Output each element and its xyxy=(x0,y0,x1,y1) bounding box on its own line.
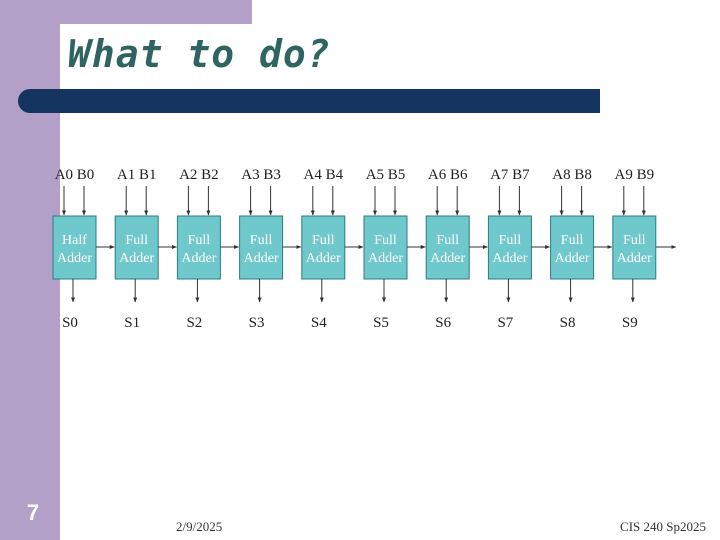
top-accent-band xyxy=(0,0,252,24)
adder-type-label: Full xyxy=(250,233,273,248)
adder-input-label: A5 B5 xyxy=(366,167,406,183)
adder-name-label: Adder xyxy=(617,251,652,266)
adder-name-label: Adder xyxy=(119,251,154,266)
sum-output-label: S7 xyxy=(497,315,513,331)
adder-input-label: A4 B4 xyxy=(304,167,344,183)
adder-input-label: A7 B7 xyxy=(490,167,530,183)
adder-box xyxy=(176,215,221,280)
adder-type-label: Full xyxy=(374,233,397,248)
adder-box xyxy=(550,215,595,280)
sum-output-label: S8 xyxy=(560,315,576,331)
sum-output-label: S4 xyxy=(311,315,327,331)
adder-input-label: A3 B3 xyxy=(241,167,281,183)
adder-box xyxy=(239,215,284,280)
adder-name-label: Adder xyxy=(368,251,403,266)
adder-type-label: Half xyxy=(62,233,87,248)
adder-name-label: Adder xyxy=(492,251,527,266)
adder-name-label: Adder xyxy=(57,251,92,266)
title-underline-bar xyxy=(18,89,600,113)
adder-name-label: Adder xyxy=(306,251,341,266)
footer-course: CIS 240 Sp2025 xyxy=(620,519,706,534)
adder-box xyxy=(363,215,408,280)
sum-output-label: S3 xyxy=(249,315,265,331)
adder-type-label: Full xyxy=(561,233,584,248)
adder-input-label: A9 B9 xyxy=(615,167,655,183)
adder-type-label: Full xyxy=(125,233,148,248)
adder-box xyxy=(487,215,532,280)
adder-name-label: Adder xyxy=(244,251,279,266)
adder-input-label: A8 B8 xyxy=(552,167,592,183)
adder-type-label: Full xyxy=(499,233,522,248)
adder-input-label: A2 B2 xyxy=(179,167,219,183)
adder-input-label: A1 B1 xyxy=(117,167,157,183)
adder-type-label: Full xyxy=(436,233,459,248)
adder-name-label: Adder xyxy=(555,251,590,266)
sum-output-label: S6 xyxy=(435,315,451,331)
slide-title: What to do? xyxy=(68,32,331,76)
adder-box xyxy=(301,215,346,280)
sum-output-label: S9 xyxy=(622,315,638,331)
sum-output-label: S0 xyxy=(62,315,78,331)
adder-type-label: Full xyxy=(623,233,646,248)
adder-box xyxy=(425,215,470,280)
adder-box xyxy=(52,215,97,280)
adder-type-label: Full xyxy=(312,233,335,248)
slide-number: 7 xyxy=(26,500,40,525)
adder-name-label: Adder xyxy=(181,251,216,266)
sum-output-label: S1 xyxy=(124,315,140,331)
adder-input-label: A0 B0 xyxy=(55,167,95,183)
adder-name-label: Adder xyxy=(430,251,465,266)
footer-date: 2/9/2025 xyxy=(176,519,223,534)
sum-output-label: S5 xyxy=(373,315,389,331)
sum-output-label: S2 xyxy=(186,315,202,331)
adder-type-label: Full xyxy=(188,233,211,248)
adder-input-label: A6 B6 xyxy=(428,167,468,183)
